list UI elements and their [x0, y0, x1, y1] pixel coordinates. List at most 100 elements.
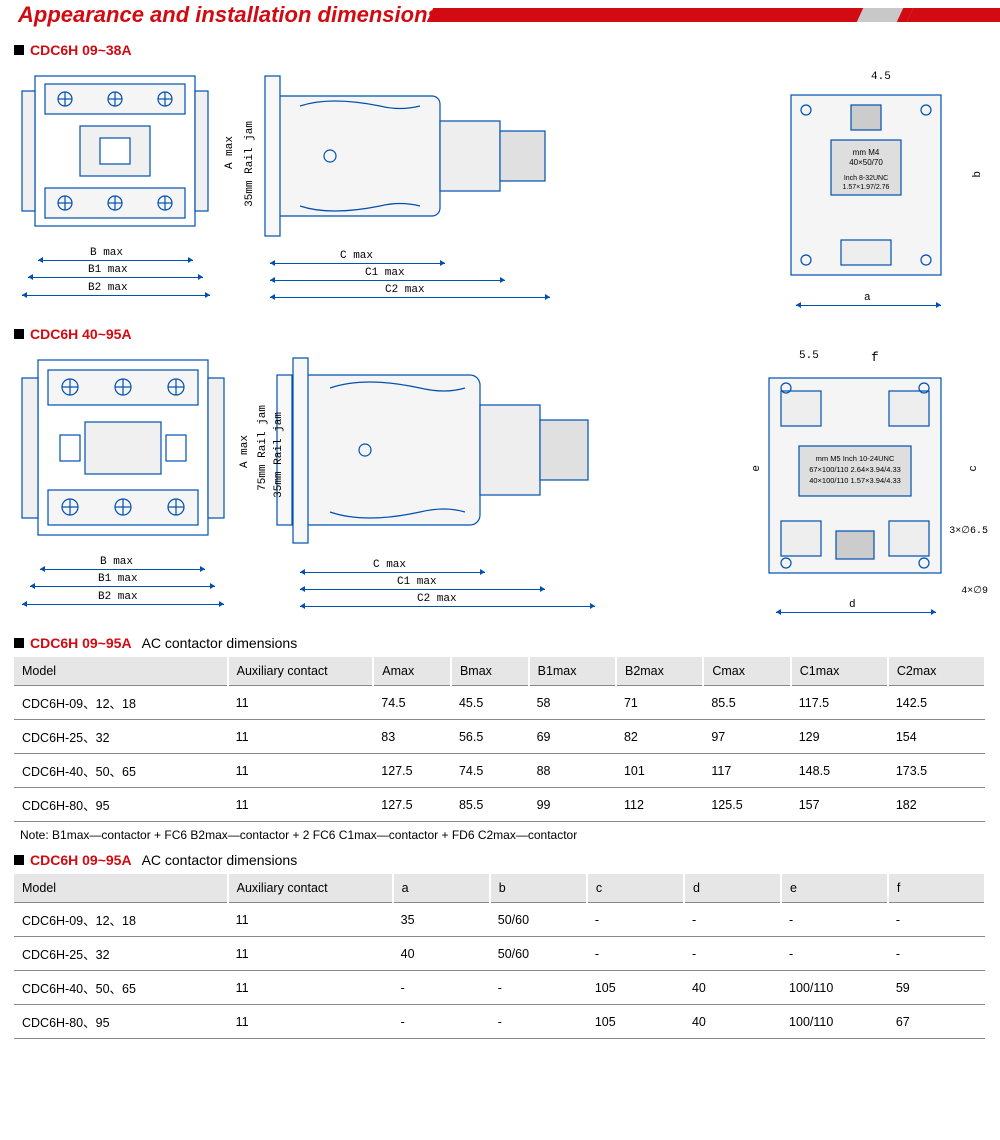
col-header: B2max	[616, 657, 703, 686]
cell: -	[781, 903, 888, 937]
dim-f: f	[871, 350, 879, 365]
cell: 125.5	[703, 788, 790, 822]
cell: -	[684, 903, 781, 937]
cell: 85.5	[703, 686, 790, 720]
diagram-row-1: A max B max B1 max B2 max 35mm Rail jam …	[0, 62, 1000, 320]
cell: 154	[888, 720, 985, 754]
section-2-text: CDC6H 40~95A	[30, 326, 132, 342]
col-header: B1max	[529, 657, 616, 686]
cell: 112	[616, 788, 703, 822]
bullet-icon	[14, 638, 24, 648]
cell: 45.5	[451, 686, 529, 720]
cell: -	[888, 903, 985, 937]
section-3-label: CDC6H 09~95A AC contactor dimensions	[14, 635, 1000, 651]
dim-45: 4.5	[871, 71, 891, 83]
dim-c: c	[968, 465, 980, 472]
diagram-2-side: 75mm Rail jam 35mm Rail jam C max C1 max…	[255, 350, 625, 625]
cell: 105	[587, 1005, 684, 1039]
col-header: Model	[14, 874, 228, 903]
cell: CDC6H-80、95	[14, 1005, 228, 1039]
dim-holes-65: 3×∅6.5	[949, 525, 988, 537]
table-row: CDC6H-25、32114050/60----	[14, 937, 985, 971]
cell: 40	[684, 1005, 781, 1039]
svg-text:mm M4: mm M4	[853, 148, 880, 157]
cell: CDC6H-09、12、18	[14, 686, 228, 720]
dim-c2-max-2: C2 max	[417, 593, 457, 605]
dim-c-max-2: C max	[373, 559, 406, 571]
col-header: Cmax	[703, 657, 790, 686]
cell: 11	[228, 937, 393, 971]
dim-d: d	[849, 599, 856, 611]
cell: -	[490, 1005, 587, 1039]
cell: 88	[529, 754, 616, 788]
bullet-icon	[14, 45, 24, 55]
dim-rail-35: 35mm Rail jam	[244, 121, 256, 207]
cell: 69	[529, 720, 616, 754]
cell: 101	[616, 754, 703, 788]
svg-text:40×100/110 1.57×3.94/4.33: 40×100/110 1.57×3.94/4.33	[809, 476, 901, 485]
svg-text:Inch 8-32UNC: Inch 8-32UNC	[844, 175, 888, 182]
cell: 40	[393, 937, 490, 971]
svg-text:1.57×1.97/2.76: 1.57×1.97/2.76	[843, 184, 890, 191]
diagram-1-front: A max B max B1 max B2 max	[20, 66, 230, 316]
diagram-1-side: 35mm Rail jam C max C1 max C2 max	[240, 66, 590, 316]
section-4-label: CDC6H 09~95A AC contactor dimensions	[14, 852, 1000, 868]
col-header: C1max	[791, 657, 888, 686]
cell: 56.5	[451, 720, 529, 754]
col-header: Model	[14, 657, 228, 686]
dim-c-max: C max	[340, 250, 373, 262]
section-1-label: CDC6H 09~38A	[14, 42, 1000, 58]
diagram-row-2: A max B max B1 max B2 max 75mm Rail jam …	[0, 346, 1000, 629]
cell: 74.5	[373, 686, 451, 720]
col-header: Auxiliary contact	[228, 874, 393, 903]
cell: 58	[529, 686, 616, 720]
cell: 129	[791, 720, 888, 754]
header-bar: Appearance and installation dimensions	[0, 0, 1000, 34]
table-row: CDC6H-09、12、18113550/60----	[14, 903, 985, 937]
col-header: c	[587, 874, 684, 903]
cell: -	[888, 937, 985, 971]
cell: 100/110	[781, 971, 888, 1005]
cell: 11	[228, 903, 393, 937]
cell: -	[393, 1005, 490, 1039]
col-header: Bmax	[451, 657, 529, 686]
cell: 97	[703, 720, 790, 754]
page-title: Appearance and installation dimensions	[18, 2, 440, 28]
cell: CDC6H-25、32	[14, 937, 228, 971]
cell: 67	[888, 1005, 985, 1039]
section-4-text: CDC6H 09~95A	[30, 852, 132, 868]
cell: 11	[228, 788, 374, 822]
table-1-note: Note: B1max—contactor + FC6 B2max—contac…	[20, 828, 980, 842]
dim-b1-max-2: B1 max	[98, 573, 138, 585]
cell: 11	[228, 971, 393, 1005]
section-3-sub: AC contactor dimensions	[142, 635, 298, 651]
cell: 11	[228, 686, 374, 720]
cell: 11	[228, 720, 374, 754]
dim-e: e	[751, 465, 763, 472]
cell: 127.5	[373, 788, 451, 822]
cell: 157	[791, 788, 888, 822]
dim-b2-max-2: B2 max	[98, 591, 138, 603]
table-row: CDC6H-80、9511127.585.599112125.5157182	[14, 788, 985, 822]
dim-b-max-2: B max	[100, 556, 133, 568]
dimensions-table-2: ModelAuxiliary contactabcdef CDC6H-09、12…	[14, 874, 986, 1039]
cell: -	[587, 903, 684, 937]
col-header: f	[888, 874, 985, 903]
col-header: C2max	[888, 657, 985, 686]
col-header: b	[490, 874, 587, 903]
cell: CDC6H-09、12、18	[14, 903, 228, 937]
col-header: e	[781, 874, 888, 903]
dimensions-table-1: ModelAuxiliary contactAmaxBmaxB1maxB2max…	[14, 657, 986, 822]
cell: 99	[529, 788, 616, 822]
cell: 148.5	[791, 754, 888, 788]
dim-b1-max: B1 max	[88, 264, 128, 276]
dim-holes-9: 4×∅9	[961, 585, 988, 597]
section-4-sub: AC contactor dimensions	[142, 852, 298, 868]
dim-a: a	[864, 292, 871, 304]
cell: 105	[587, 971, 684, 1005]
cell: 50/60	[490, 937, 587, 971]
dim-55: 5.5	[799, 350, 819, 362]
table-row: CDC6H-80、9511--10540100/11067	[14, 1005, 985, 1039]
cell: -	[393, 971, 490, 1005]
table-row: CDC6H-25、32118356.5698297129154	[14, 720, 985, 754]
